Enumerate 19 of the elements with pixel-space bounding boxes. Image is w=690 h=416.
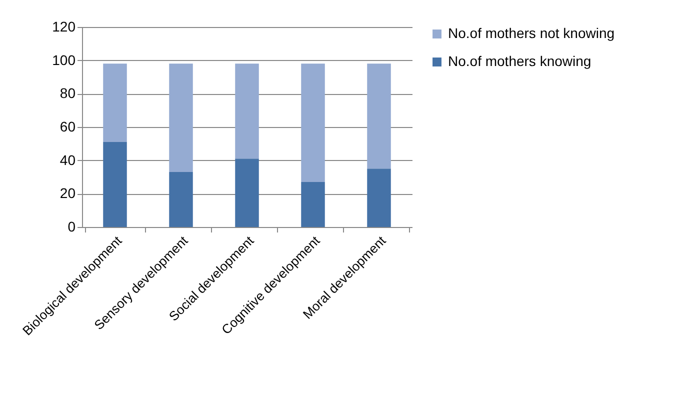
bar (301, 64, 325, 182)
bar (367, 168, 391, 227)
y-tick-label: 40 (60, 152, 76, 168)
bar (169, 172, 193, 227)
bar (235, 158, 259, 227)
legend-label: No.of mothers knowing (448, 53, 592, 69)
y-tick-label: 80 (60, 85, 76, 102)
y-tick-label: 120 (52, 18, 76, 34)
bar (235, 64, 259, 159)
y-tick-label: 20 (60, 185, 76, 202)
bar (367, 64, 391, 169)
bar (103, 142, 127, 227)
y-tick-label: 60 (60, 118, 76, 134)
legend-label: No.of mothers not knowing (448, 25, 615, 41)
y-tick-label: 100 (52, 52, 76, 68)
bar (103, 64, 127, 142)
bar (301, 182, 325, 227)
y-tick-label: 0 (68, 218, 76, 234)
bar (169, 64, 193, 172)
